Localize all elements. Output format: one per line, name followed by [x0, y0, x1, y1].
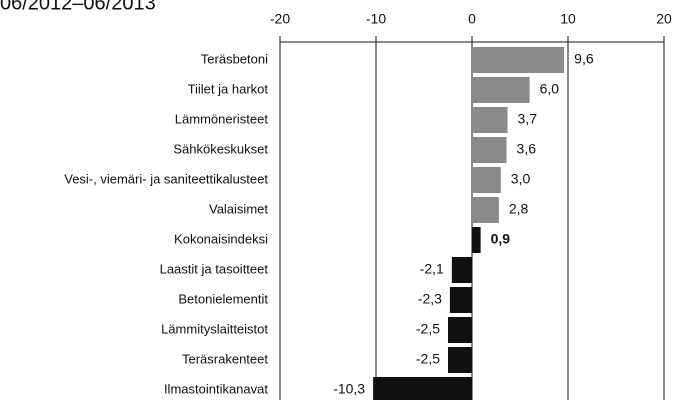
- value-label: 6,0: [540, 81, 560, 97]
- x-tick-label: 10: [560, 11, 576, 27]
- bar: [472, 107, 508, 133]
- y-tick-label: Ilmastointikanavat: [164, 381, 268, 396]
- bar: [448, 317, 472, 343]
- bar: [472, 47, 565, 73]
- y-tick-label: Laastit ja tasoitteet: [160, 261, 269, 276]
- bar: [448, 347, 472, 373]
- value-label: 9,6: [574, 51, 594, 67]
- y-tick-label: Valaisimet: [209, 201, 268, 216]
- x-tick-label: -20: [270, 11, 290, 27]
- x-tick-label: -10: [366, 11, 386, 27]
- bar: [472, 227, 481, 253]
- y-tick-label: Lämmityslaitteistot: [161, 321, 268, 336]
- y-tick-label: Teräsrakenteet: [182, 351, 268, 366]
- bar: [373, 377, 472, 400]
- value-label: -2,1: [420, 261, 444, 277]
- bar: [472, 167, 501, 193]
- value-label: 3,0: [511, 171, 531, 187]
- y-tick-label: Kokonaisindeksi: [174, 231, 268, 246]
- y-tick-label: Betonielementit: [178, 291, 268, 306]
- value-label: -2,5: [416, 321, 440, 337]
- x-tick-label: 0: [468, 11, 476, 27]
- value-label: 3,6: [517, 141, 537, 157]
- y-tick-label: Lämmöneristeet: [175, 111, 269, 126]
- x-tick-label: 20: [656, 11, 672, 27]
- bar: [449, 287, 472, 313]
- bar: [472, 137, 507, 163]
- y-tick-label: Vesi-, viemäri- ja saniteettikalusteet: [64, 171, 268, 186]
- value-label: 2,8: [509, 201, 529, 217]
- value-label: 3,7: [518, 111, 538, 127]
- value-label: -10,3: [333, 381, 365, 397]
- bar: [451, 257, 472, 283]
- value-label: 0,9: [491, 231, 511, 247]
- y-tick-label: Teräsbetoni: [201, 51, 268, 66]
- value-label: -2,3: [418, 291, 442, 307]
- y-tick-label: Sähkökeskukset: [173, 141, 268, 156]
- y-tick-label: Tiilet ja harkot: [188, 81, 269, 96]
- bar: [472, 197, 499, 223]
- bar: [472, 77, 530, 103]
- chart-title: 06/2012–06/2013: [0, 0, 156, 14]
- value-label: -2,5: [416, 351, 440, 367]
